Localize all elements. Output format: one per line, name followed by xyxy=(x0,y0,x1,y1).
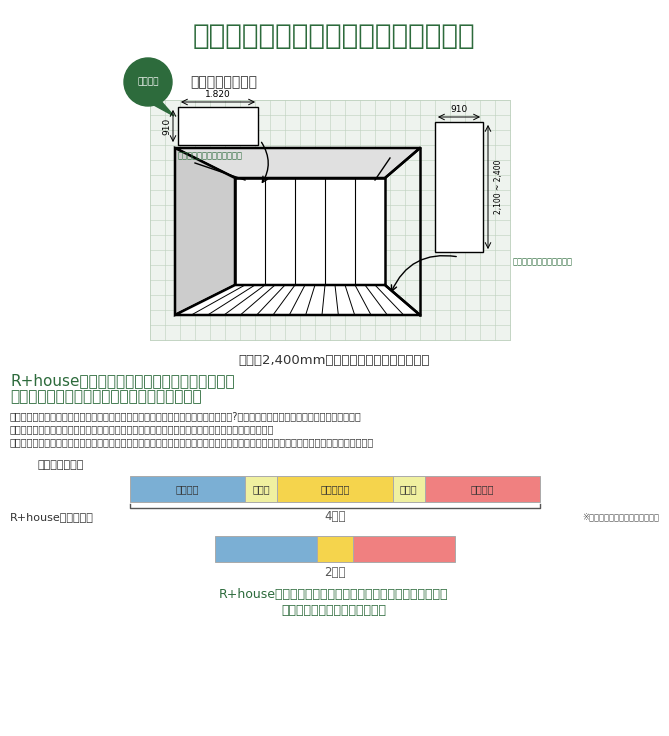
Text: R+houseでは現場の管理がスムーズに進むよう: R+houseでは現場の管理がスムーズに進むよう xyxy=(10,373,235,389)
Bar xyxy=(425,476,540,502)
Bar xyxy=(435,122,483,252)
Text: 天井も2,400mmにすることでコストダウン！: 天井も2,400mmにすることでコストダウン！ xyxy=(238,353,429,367)
Text: 天井の石膏プラスターボード: 天井の石膏プラスターボード xyxy=(178,151,243,160)
Text: 基礎工事: 基礎工事 xyxy=(176,484,199,494)
Text: 壁の石膏プラスターボード: 壁の石膏プラスターボード xyxy=(513,257,573,266)
Bar xyxy=(235,178,385,285)
Polygon shape xyxy=(152,100,174,116)
Bar xyxy=(130,476,246,502)
Bar xyxy=(317,536,353,562)
Circle shape xyxy=(124,58,172,106)
Text: 工事途中でありながら作業がなされていない現場をご覧になったことはありませんか?住宅の建築では、いくつもの工程があります。: 工事途中でありながら作業がなされていない現場をご覧になったことはありませんか?住… xyxy=(10,411,362,421)
Text: 910: 910 xyxy=(162,117,171,135)
Text: 着工から引き渡しまでの間にその連携がスムーズにいくとは限りません。ですから一般的に工事期間は余裕を持たせて設定しております。: 着工から引き渡しまでの間にその連携がスムーズにいくとは限りません。ですから一般的… xyxy=(10,437,374,447)
Text: 一般の工事現場: 一般の工事現場 xyxy=(38,460,84,470)
Text: ※工法によって工期は異なります: ※工法によって工期は異なります xyxy=(582,512,659,522)
Text: 4ヶ月: 4ヶ月 xyxy=(324,511,346,523)
Text: 独自の工程管理で工期の短縮を図っています。: 独自の工程管理で工期の短縮を図っています。 xyxy=(10,389,201,405)
Bar xyxy=(215,536,317,562)
Text: 天井高さのルール: 天井高さのルール xyxy=(190,75,257,89)
Polygon shape xyxy=(175,148,420,178)
Text: 予備日: 予備日 xyxy=(253,484,270,494)
Text: 2ヶ月: 2ヶ月 xyxy=(324,565,346,578)
Text: 910: 910 xyxy=(450,105,468,114)
Polygon shape xyxy=(175,148,235,315)
Text: たとえば: たとえば xyxy=(137,77,159,87)
Text: 合理的な設計ルールで工期も短縮する: 合理的な設計ルールで工期も短縮する xyxy=(193,22,475,50)
Bar xyxy=(246,476,277,502)
Bar xyxy=(393,476,425,502)
Bar xyxy=(150,100,510,340)
Text: 2,100 ~ 2,400: 2,100 ~ 2,400 xyxy=(494,160,502,214)
Bar xyxy=(178,107,258,145)
Text: R+houseの工事現場: R+houseの工事現場 xyxy=(10,512,94,522)
Bar xyxy=(277,476,393,502)
Text: 基礎工事が終わって建て方工事に内装工事などそれぞれの工程で専門の職人さんが工事を行います。: 基礎工事が終わって建て方工事に内装工事などそれぞれの工程で専門の職人さんが工事を… xyxy=(10,424,274,434)
Polygon shape xyxy=(175,285,420,315)
Text: 人件費負担を軽減しています。: 人件費負担を軽減しています。 xyxy=(282,604,387,618)
Text: 建て方工事: 建て方工事 xyxy=(320,484,350,494)
Text: R+houseでは、緻密な計画により工事期間を短縮することで: R+houseでは、緻密な計画により工事期間を短縮することで xyxy=(219,587,449,601)
Text: 1.820: 1.820 xyxy=(205,90,231,99)
Bar xyxy=(353,536,455,562)
Text: 内装工事: 内装工事 xyxy=(470,484,494,494)
Text: 予備日: 予備日 xyxy=(400,484,417,494)
